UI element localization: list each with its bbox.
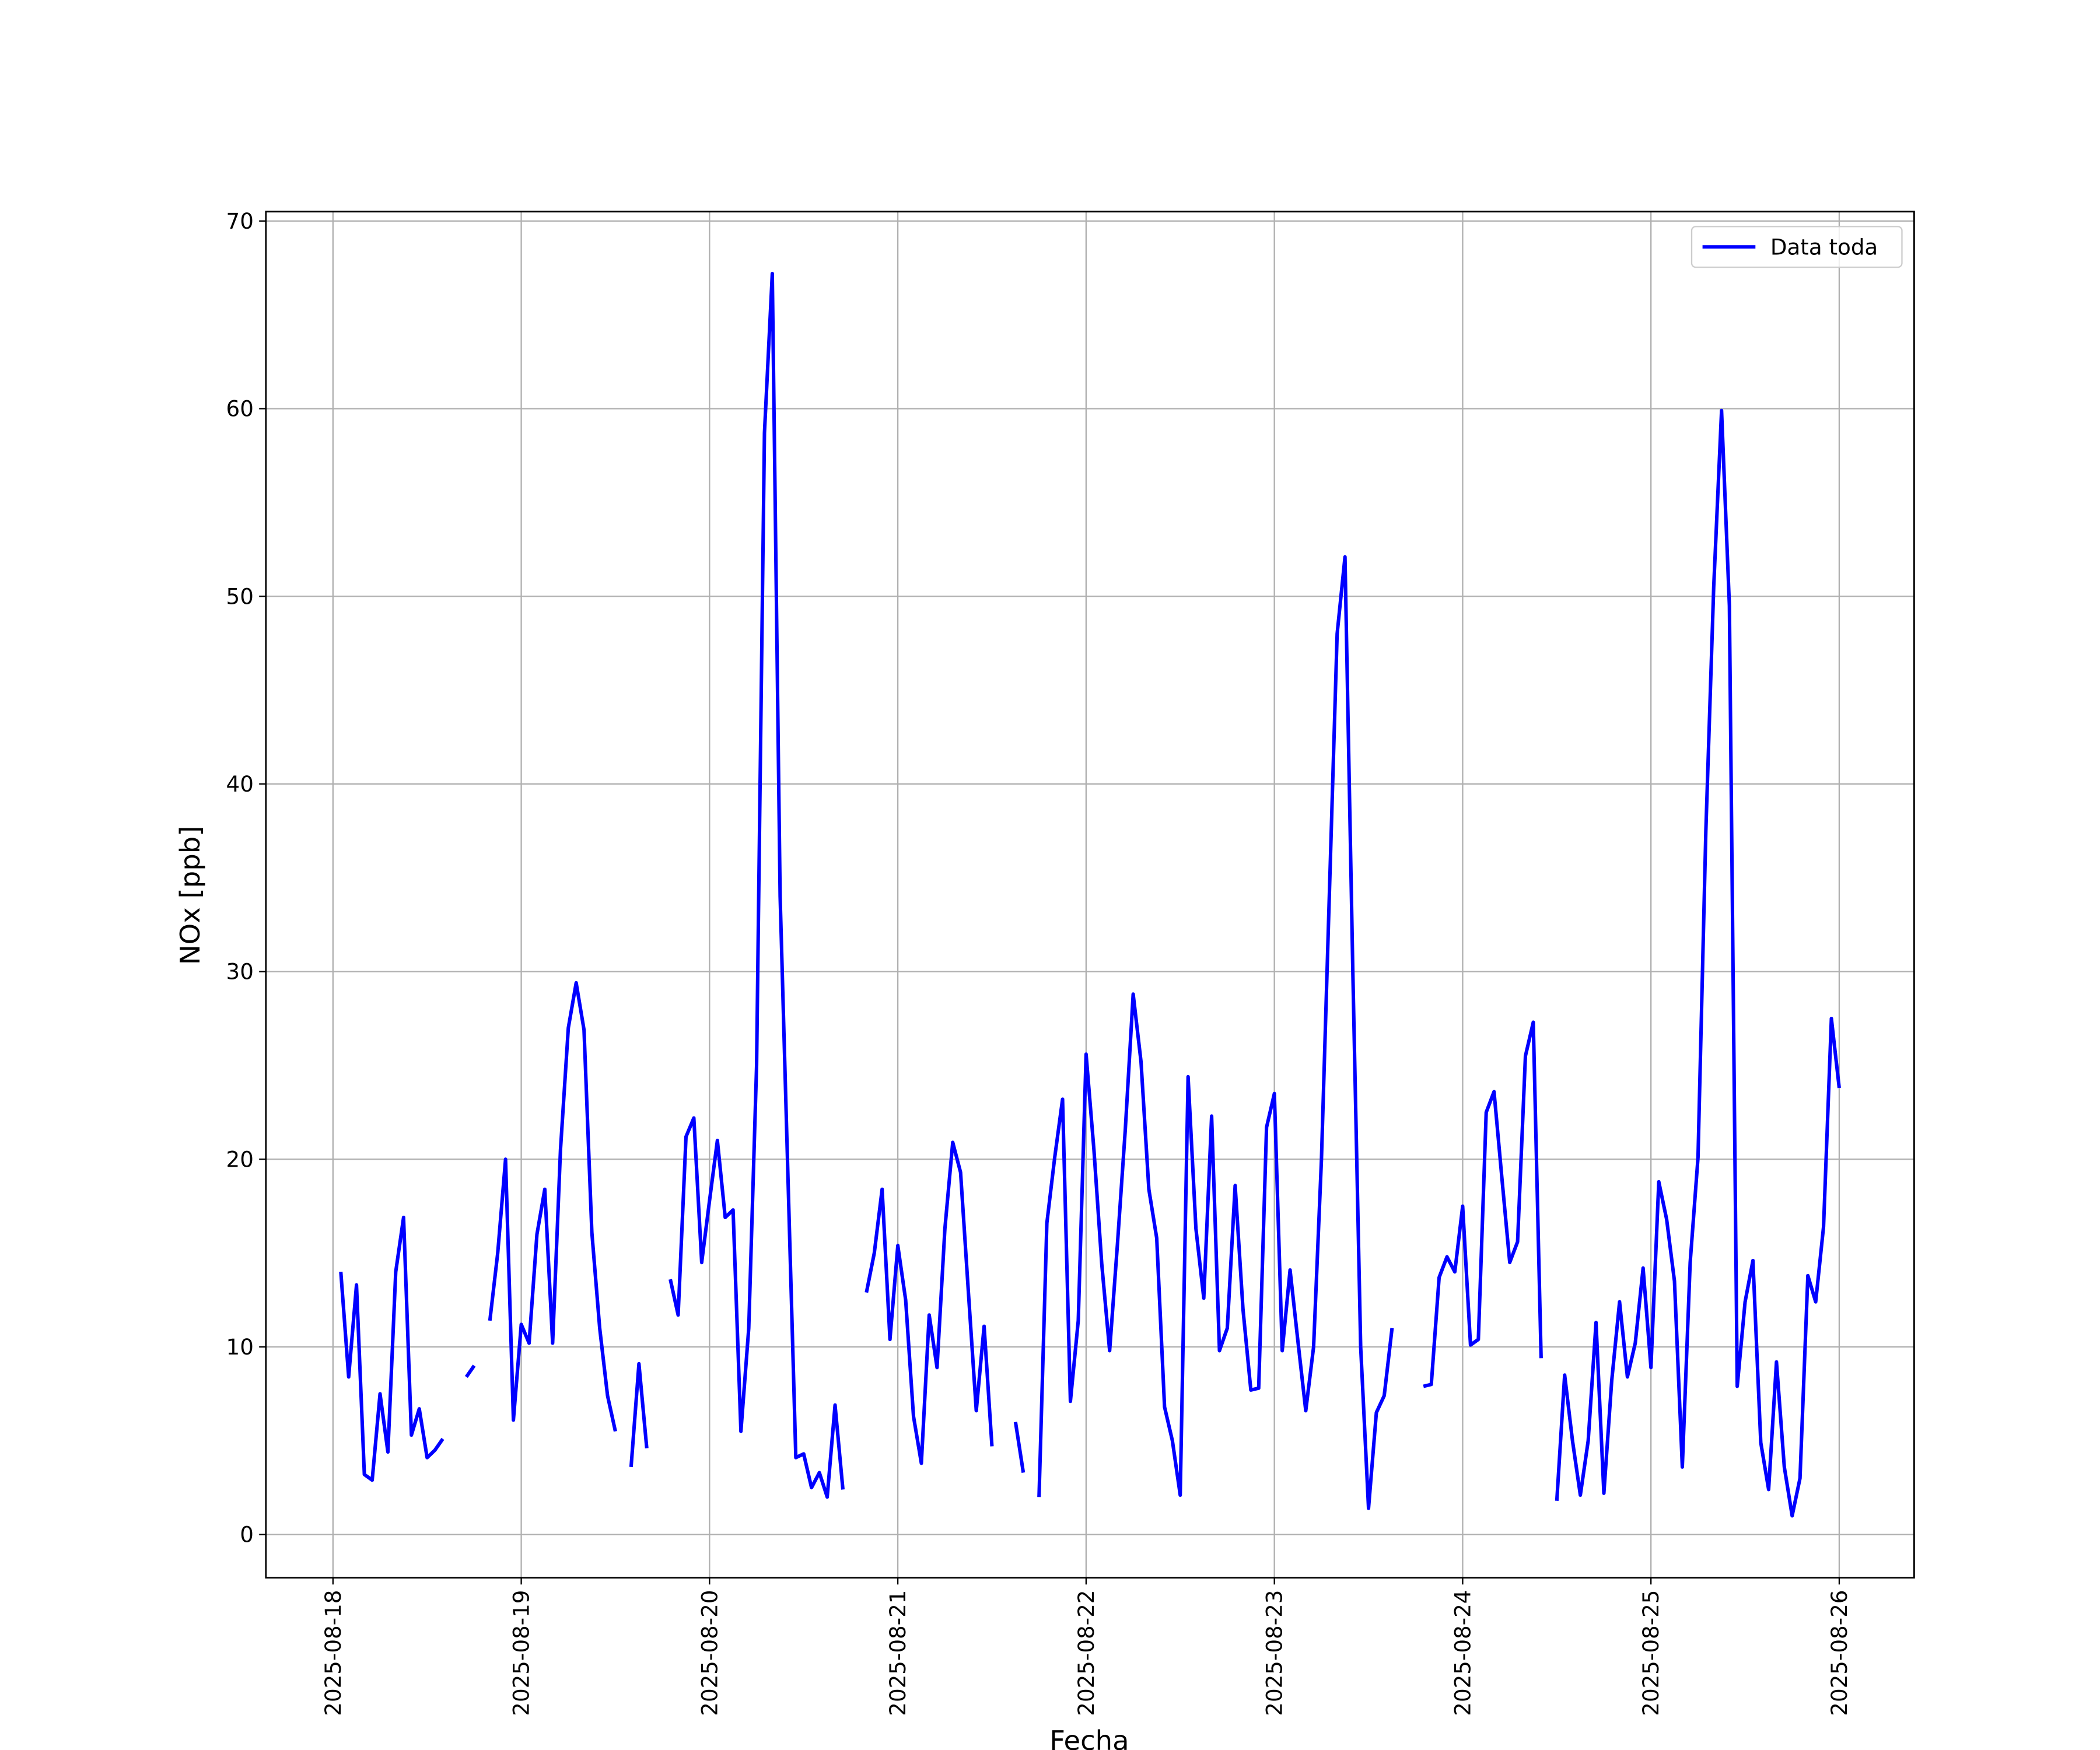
x-tick-label: 2025-08-18 <box>320 1590 346 1716</box>
x-tick-label: 2025-08-24 <box>1450 1590 1475 1716</box>
x-tick-label: 2025-08-26 <box>1826 1590 1852 1716</box>
plot-frame <box>265 211 1915 1579</box>
y-axis-label: NOx [ppb] <box>174 826 206 965</box>
data-line <box>339 271 1841 1518</box>
x-axis-label: Fecha <box>1049 1725 1129 1750</box>
legend-box <box>1690 226 1903 268</box>
legend: Data toda <box>1690 226 1903 268</box>
series-lines <box>339 271 1841 1518</box>
y-tick-label: 40 <box>226 771 254 797</box>
y-tick-label: 50 <box>226 583 254 609</box>
y-tick-label: 70 <box>226 208 254 234</box>
y-tick-label: 20 <box>226 1146 254 1172</box>
y-tick-label: 10 <box>226 1334 254 1360</box>
x-tick-label: 2025-08-25 <box>1638 1590 1664 1716</box>
x-tick-label: 2025-08-22 <box>1073 1590 1099 1716</box>
y-tick-label: 60 <box>226 396 254 422</box>
x-tick-label: 2025-08-23 <box>1262 1590 1287 1716</box>
y-tick-label: 0 <box>240 1522 254 1548</box>
grid <box>265 211 1915 1578</box>
axes: 0 10 20 30 40 50 60 70 2025-08-18 2025-08-19 2025-… <box>226 208 1852 1716</box>
x-tick-label: 2025-08-20 <box>696 1590 722 1716</box>
y-tick-label: 30 <box>226 959 254 985</box>
x-tick-label: 2025-08-19 <box>509 1590 534 1716</box>
legend-label: Data toda <box>1770 234 1878 260</box>
x-tick-label: 2025-08-21 <box>885 1590 911 1716</box>
